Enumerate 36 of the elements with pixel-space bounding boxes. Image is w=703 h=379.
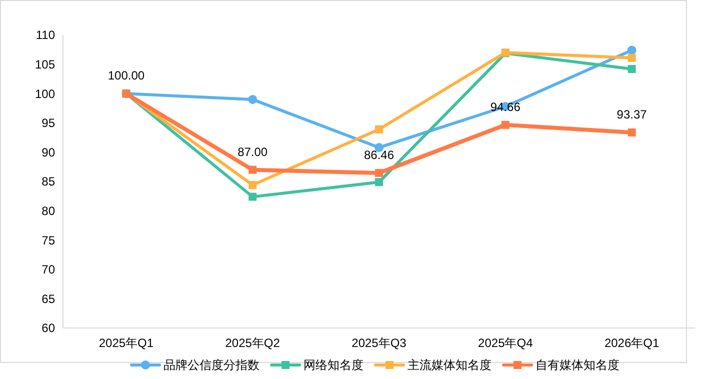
y-tick-label: 75 [42, 233, 56, 248]
y-tick-label: 60 [42, 321, 56, 336]
x-tick-label: 2025年Q3 [352, 336, 407, 350]
point [248, 166, 257, 174]
point [375, 178, 383, 186]
data-label: 100.00 [108, 68, 145, 83]
point [248, 192, 257, 201]
legend-label: 主流媒体知名度 [408, 358, 492, 372]
y-tick-label: 70 [42, 262, 56, 277]
x-tick-label: 2025年Q2 [225, 336, 280, 350]
data-label: 93.37 [616, 107, 648, 122]
data-label: 87.00 [238, 144, 268, 159]
legend-label: 自有媒体知名度 [536, 358, 620, 372]
data-label: 86.46 [364, 148, 394, 162]
y-tick-label: 90 [42, 145, 56, 160]
y-tick-label: 95 [42, 116, 56, 130]
legend-label: 网络知名度 [304, 358, 364, 372]
y-tick-label: 110 [36, 28, 56, 42]
x-tick-label: 2025年Q1 [98, 336, 154, 350]
point [248, 181, 257, 190]
x-tick-label: 2025年Q4 [478, 336, 534, 350]
point [627, 46, 636, 55]
x-tick-label: 2026年Q1 [604, 336, 660, 350]
y-tick-label: 85 [42, 174, 56, 189]
point [375, 168, 383, 177]
point [501, 120, 510, 129]
y-tick-label: 100 [34, 86, 56, 101]
y-tick-label: 65 [42, 292, 56, 306]
point [375, 125, 383, 134]
legend-label: 品牌公信度分指数 [164, 358, 260, 372]
point [628, 128, 636, 136]
y-tick-label: 105 [34, 58, 56, 72]
point [628, 54, 636, 62]
point [248, 94, 258, 104]
y-tick-label: 80 [42, 204, 56, 218]
point [628, 64, 636, 73]
